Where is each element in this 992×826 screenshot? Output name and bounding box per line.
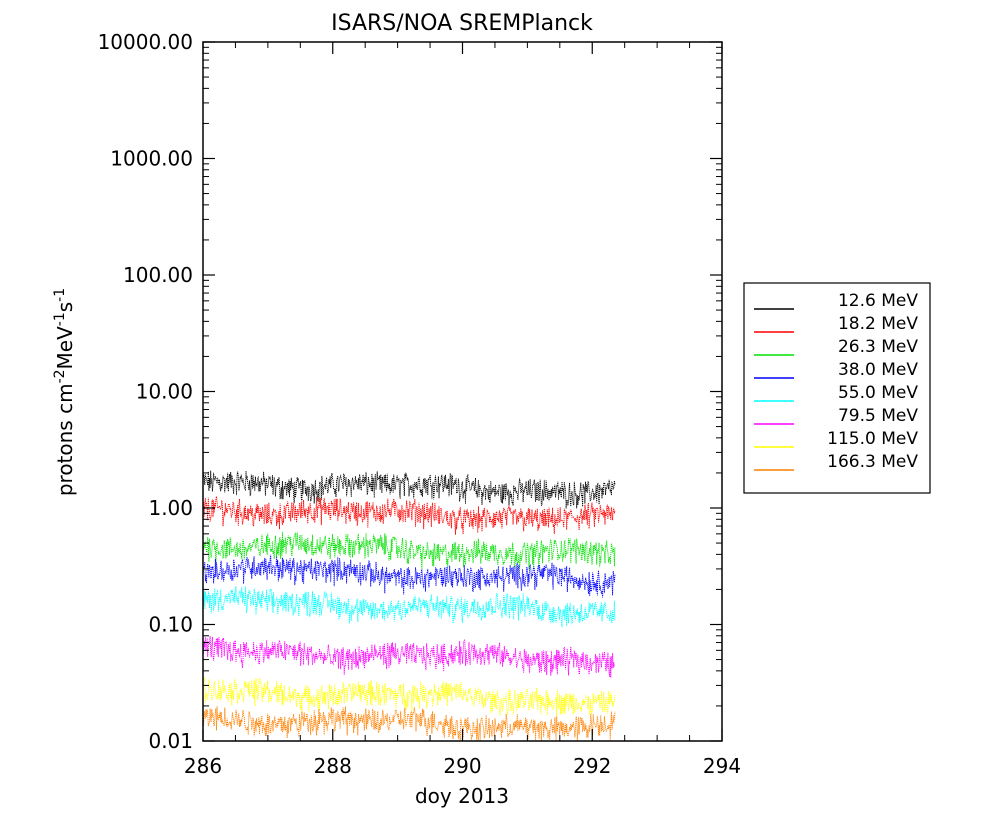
- legend-label: 26.3 MeV: [838, 337, 918, 357]
- y-tick-label: 10000.00: [98, 30, 193, 54]
- legend-label: 55.0 MeV: [838, 383, 918, 403]
- plot-area: [202, 470, 616, 742]
- data-series: [202, 635, 616, 678]
- y-tick-label: 1000.00: [110, 147, 193, 171]
- legend-label: 12.6 MeV: [838, 291, 918, 311]
- data-series: [202, 531, 616, 570]
- y-label-base: protons cm: [53, 383, 77, 496]
- y-tick-label: 100.00: [123, 263, 193, 287]
- x-axis: 286 288 290 292 294: [184, 42, 741, 778]
- x-tick-label: 286: [184, 754, 222, 778]
- y-tick-label: 0.10: [148, 613, 193, 637]
- x-tick-label: 288: [314, 754, 352, 778]
- y-label-sup3: -1: [52, 288, 68, 302]
- legend-box: [743, 282, 931, 494]
- data-series: [202, 676, 616, 717]
- y-label-sup1: -2: [52, 369, 68, 383]
- x-tick-label: 294: [703, 754, 741, 778]
- legend-label: 166.3 MeV: [827, 452, 918, 472]
- y-axis-label: protons cm-2MeV-1s-1: [52, 288, 77, 496]
- y-tick-label: 1.00: [148, 496, 193, 520]
- chart-title: ISARS/NOA SREMPlanck: [331, 11, 593, 36]
- plot-frame: [202, 41, 723, 742]
- data-series: [202, 586, 616, 628]
- data-series: [202, 554, 616, 598]
- x-axis-label: doy 2013: [415, 784, 509, 808]
- data-series: [202, 470, 616, 509]
- legend-label: 115.0 MeV: [827, 429, 918, 449]
- y-axis: 0.01 0.10 1.00 10.00 100.00 1000.00 10000.00: [98, 30, 722, 753]
- x-tick-label: 290: [443, 754, 481, 778]
- legend: 12.6 MeV 18.2 MeV 26.3 MeV 38.0 MeV 55.0 MeV…: [743, 282, 931, 494]
- legend-label: 79.5 MeV: [838, 406, 918, 426]
- legend-label: 38.0 MeV: [838, 360, 918, 380]
- y-tick-label: 10.00: [136, 380, 193, 404]
- y-label-sup2: -1: [52, 312, 68, 326]
- x-tick-label: 292: [573, 754, 611, 778]
- legend-label: 18.2 MeV: [838, 314, 918, 334]
- data-series: [202, 496, 616, 535]
- y-label-mid: MeV: [53, 326, 77, 370]
- data-series: [202, 705, 616, 742]
- y-tick-label: 0.01: [148, 729, 193, 753]
- y-label-end: s: [53, 302, 77, 312]
